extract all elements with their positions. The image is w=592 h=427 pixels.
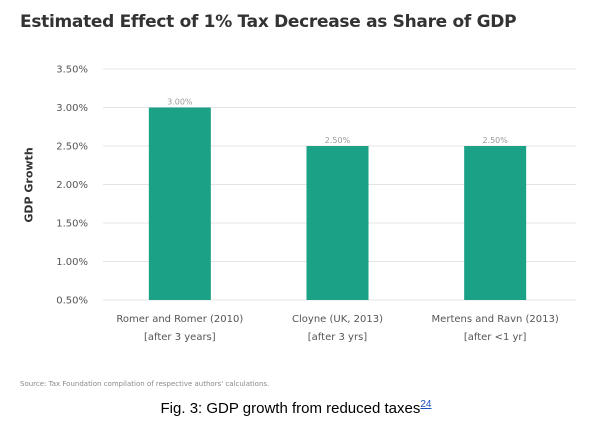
y-tick-label: 1.00%: [56, 257, 88, 268]
y-tick-label: 0.50%: [56, 296, 88, 307]
y-tick-label: 3.00%: [56, 103, 88, 114]
chart-title: Estimated Effect of 1% Tax Decrease as S…: [20, 12, 517, 32]
x-tick-note: [after <1 yr]: [464, 332, 527, 343]
x-tick-note: [after 3 yrs]: [308, 332, 368, 343]
bar-chart: 0.50% 1.00% 1.50% 2.00% 2.50% 3.00% 3.50% 3.00…: [56, 65, 576, 343]
bar: [148, 107, 211, 300]
caption-text: Fig. 3: GDP growth from reduced taxes: [160, 400, 421, 417]
y-tick-label: 2.00%: [56, 180, 88, 191]
source-note: Source: Tax Foundation compilation of re…: [20, 380, 270, 388]
bar: [464, 146, 527, 300]
y-tick-label: 1.50%: [56, 219, 88, 230]
y-tick-label: 3.50%: [56, 65, 88, 76]
x-tick-label: Romer and Romer (2010): [116, 314, 243, 325]
footnote-link[interactable]: 24: [420, 399, 432, 410]
x-tick-label: Mertens and Ravn (2013): [432, 314, 559, 325]
y-tick-label: 2.50%: [56, 142, 88, 153]
figure-caption: Fig. 3: GDP growth from reduced taxes24: [0, 399, 592, 417]
data-label: 2.50%: [325, 136, 351, 145]
bar: [306, 146, 369, 300]
x-tick-label: Cloyne (UK, 2013): [292, 314, 383, 325]
data-label: 3.00%: [167, 98, 193, 107]
x-tick-note: [after 3 years]: [144, 332, 216, 343]
data-label: 2.50%: [482, 136, 508, 145]
